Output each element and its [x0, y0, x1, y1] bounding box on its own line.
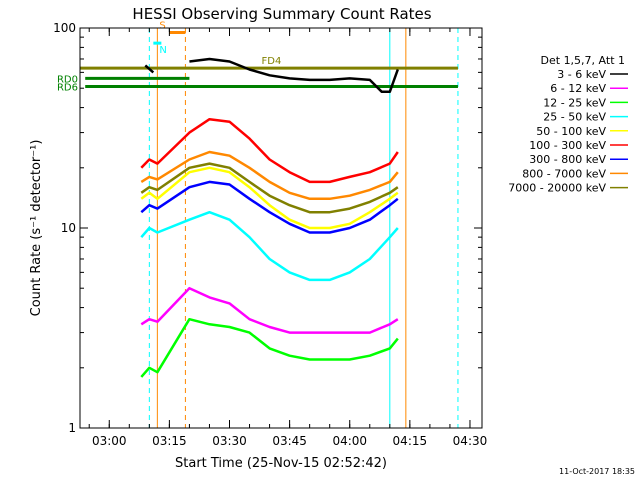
x-tick-label-4: 04:00 — [332, 434, 367, 448]
series-8 — [140, 162, 399, 214]
series-group — [140, 57, 399, 378]
y-tick-label-1: 10 — [61, 221, 76, 235]
x-tick-label-3: 03:45 — [272, 434, 307, 448]
legend-label-6: 300 - 800 keV — [529, 153, 606, 166]
x-tick-label-6: 04:30 — [453, 434, 488, 448]
legend-label-0: 3 - 6 keV — [557, 68, 606, 81]
legend-label-5: 100 - 300 keV — [529, 139, 606, 152]
x-tick-label-1: 03:15 — [152, 434, 187, 448]
plot-frame — [79, 27, 483, 429]
y-tick-label-0: 1 — [68, 421, 76, 435]
annotation-label-rd0: RD0 — [57, 74, 78, 85]
annotation-label-s: S — [159, 20, 165, 31]
series-line-0-0 — [144, 64, 155, 74]
series-line-6-0 — [140, 180, 399, 234]
timestamp: 11-Oct-2017 18:35 — [559, 467, 635, 476]
series-line-7-0 — [140, 150, 399, 201]
series-7 — [140, 150, 399, 201]
legend-label-4: 50 - 100 keV — [536, 125, 606, 138]
series-line-0-1 — [189, 57, 399, 94]
y-axis-label: Count Rate (s⁻¹ detector⁻¹) — [29, 140, 44, 317]
annotation-label-rd6: RD6 — [57, 82, 78, 93]
series-line-8-0 — [140, 162, 399, 214]
series-2 — [140, 317, 399, 378]
series-line-2-0 — [140, 317, 399, 378]
series-1 — [140, 286, 399, 334]
series-line-4-0 — [140, 166, 399, 230]
series-line-1-0 — [140, 286, 399, 334]
annotation-label-fd4: FD4 — [262, 56, 282, 67]
legend-label-3: 25 - 50 keV — [543, 111, 606, 124]
x-axis-label: Start Time (25-Nov-15 02:52:42) — [175, 456, 387, 471]
annotation-label-n: N — [159, 45, 166, 56]
series-6 — [140, 180, 399, 234]
vertical-markers — [148, 28, 459, 428]
y-tick-label-2: 100 — [53, 21, 76, 35]
series-0 — [144, 57, 399, 94]
legend-label-2: 12 - 25 keV — [543, 96, 606, 109]
x-tick-label-0: 03:00 — [92, 434, 127, 448]
series-line-3-0 — [140, 210, 399, 282]
x-tick-label-2: 03:30 — [212, 434, 247, 448]
series-3 — [140, 210, 399, 282]
chart-title: HESSI Observing Summary Count Rates — [132, 5, 431, 23]
legend-label-7: 800 - 7000 keV — [522, 167, 606, 180]
series-line-5-0 — [140, 117, 399, 184]
series-4 — [140, 166, 399, 230]
legend-label-8: 7000 - 20000 keV — [508, 182, 606, 195]
legend-label-1: 6 - 12 keV — [550, 82, 606, 95]
axes-ticks: 03:00 03:15 03:30 03:45 04:00 04:15 04:30 1 10 10… — [53, 21, 487, 448]
x-tick-label-5: 04:15 — [393, 434, 428, 448]
legend-title: Det 1,5,7, Att 1 — [541, 54, 625, 67]
series-5 — [140, 117, 399, 184]
